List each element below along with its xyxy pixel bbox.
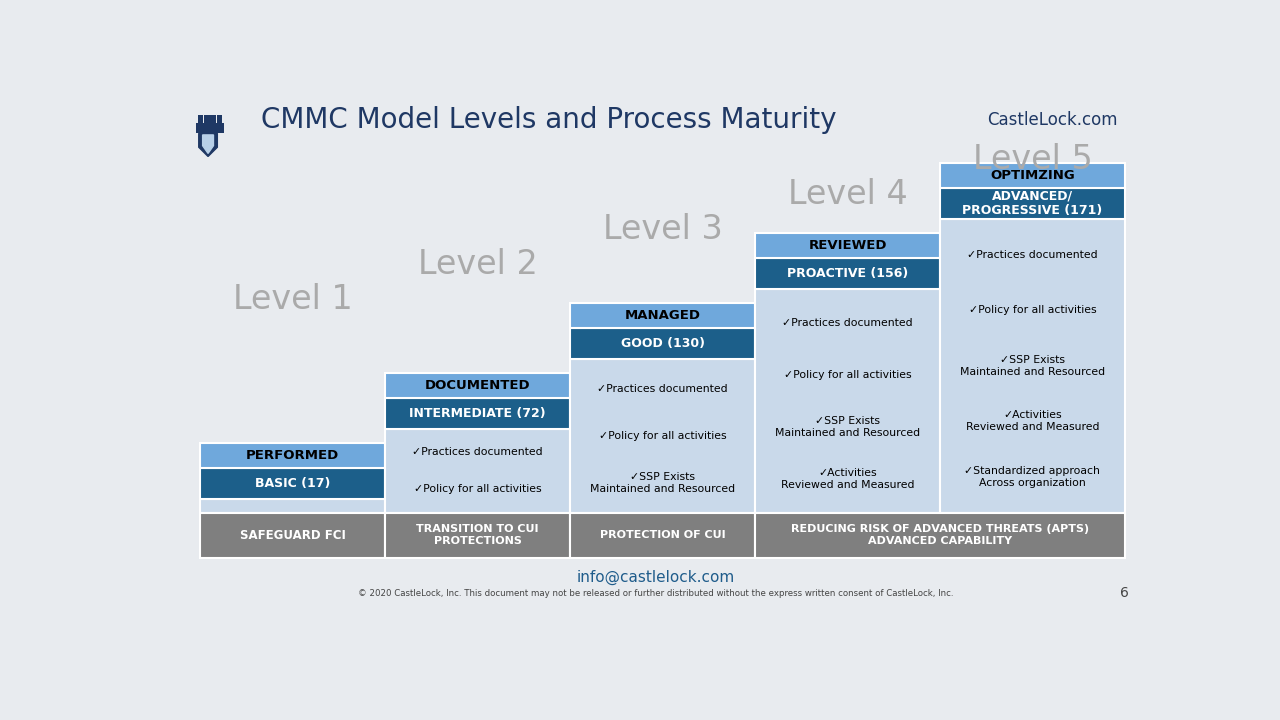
Text: PROTECTION OF CUI: PROTECTION OF CUI [600,531,726,540]
Bar [205,115,210,123]
Text: GOOD (130): GOOD (130) [621,337,704,350]
Bar [385,397,570,428]
Text: ✓SSP Exists
Maintained and Resourced: ✓SSP Exists Maintained and Resourced [960,355,1105,377]
Text: ✓Activities
Reviewed and Measured: ✓Activities Reviewed and Measured [965,410,1100,433]
Bar [200,443,385,468]
Text: info@castlelock.com: info@castlelock.com [577,570,735,585]
Bar [210,115,216,123]
Bar [385,428,570,513]
Text: INTERMEDIATE (72): INTERMEDIATE (72) [410,407,547,420]
Bar [570,303,755,328]
Text: BASIC (17): BASIC (17) [255,477,330,490]
Text: SAFEGUARD FCI: SAFEGUARD FCI [239,528,346,542]
Bar [200,513,385,557]
Text: ✓Standardized approach
Across organization: ✓Standardized approach Across organizati… [965,466,1101,488]
Text: © 2020 CastleLock, Inc. This document may not be released or further distributed: © 2020 CastleLock, Inc. This document ma… [358,588,954,598]
Bar [196,123,224,132]
Bar [198,115,204,123]
Bar [940,163,1125,188]
Text: CMMC Model Levels and Process Maturity: CMMC Model Levels and Process Maturity [261,106,836,133]
Text: PERFORMED: PERFORMED [246,449,339,462]
Text: ✓Practices documented: ✓Practices documented [412,447,543,457]
Text: Level 4: Level 4 [787,178,908,211]
Text: ✓Policy for all activities: ✓Policy for all activities [969,305,1096,315]
Text: ✓SSP Exists
Maintained and Resourced: ✓SSP Exists Maintained and Resourced [774,416,920,438]
Text: ✓SSP Exists
Maintained and Resourced: ✓SSP Exists Maintained and Resourced [590,472,735,494]
Bar [570,359,755,513]
Text: 6: 6 [1120,586,1129,600]
Bar [385,373,570,397]
Text: ✓Activities
Reviewed and Measured: ✓Activities Reviewed and Measured [781,468,914,490]
Bar [755,233,940,258]
Bar [200,498,385,513]
Text: REDUCING RISK OF ADVANCED THREATS (APTS)
ADVANCED CAPABILITY: REDUCING RISK OF ADVANCED THREATS (APTS)… [791,524,1089,546]
Text: ADVANCED/
PROGRESSIVE (171): ADVANCED/ PROGRESSIVE (171) [963,189,1102,217]
Text: MANAGED: MANAGED [625,309,700,322]
Bar [570,513,755,557]
Text: OPTIMZING: OPTIMZING [989,169,1075,182]
Bar [755,289,940,513]
Text: REVIEWED: REVIEWED [808,239,887,252]
Text: Level 1: Level 1 [233,283,352,316]
Bar [570,328,755,359]
Bar [940,219,1125,513]
Bar [755,513,1125,557]
Text: PROACTIVE (156): PROACTIVE (156) [787,267,908,280]
Bar [216,115,221,123]
Text: CastleLock.com: CastleLock.com [987,110,1117,128]
Text: DOCUMENTED: DOCUMENTED [425,379,530,392]
Text: Level 2: Level 2 [417,248,538,281]
Text: Level 5: Level 5 [973,143,1092,176]
Text: ✓Practices documented: ✓Practices documented [968,250,1098,260]
Text: ✓Policy for all activities: ✓Policy for all activities [413,484,541,494]
Polygon shape [202,135,214,153]
Text: ✓Practices documented: ✓Practices documented [782,318,913,328]
Text: ✓Policy for all activities: ✓Policy for all activities [599,431,727,441]
Text: Level 3: Level 3 [603,213,722,246]
Bar [940,188,1125,219]
Text: TRANSITION TO CUI
PROTECTIONS: TRANSITION TO CUI PROTECTIONS [416,524,539,546]
Polygon shape [198,133,218,156]
Bar [200,468,385,498]
Bar [755,258,940,289]
Text: ✓Practices documented: ✓Practices documented [598,384,728,394]
Text: ✓Policy for all activities: ✓Policy for all activities [783,370,911,379]
Bar [385,513,570,557]
